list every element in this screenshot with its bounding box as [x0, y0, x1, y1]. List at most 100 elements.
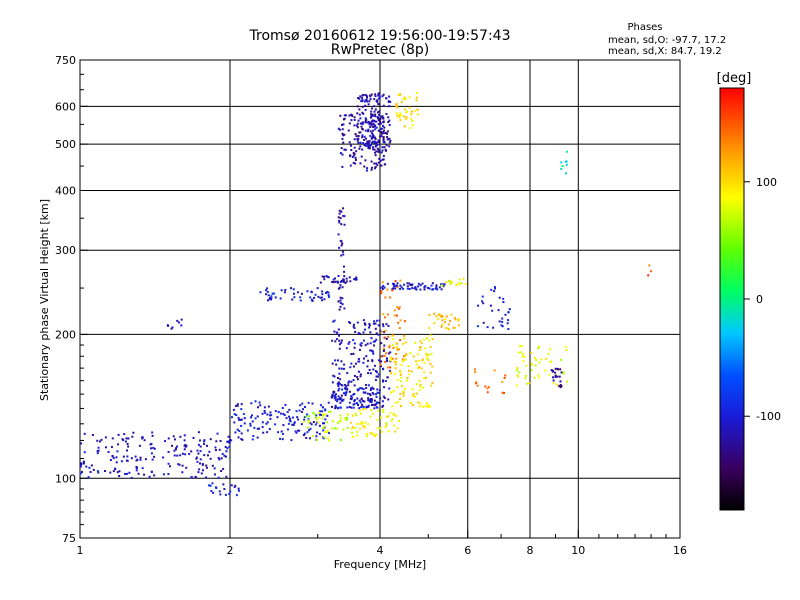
- data-point: [339, 284, 342, 287]
- data-point: [455, 284, 458, 287]
- data-point: [292, 292, 295, 295]
- data-point: [162, 473, 165, 476]
- data-point: [360, 412, 363, 415]
- data-point: [135, 466, 138, 469]
- data-point: [381, 288, 384, 291]
- data-point: [402, 394, 405, 397]
- data-point: [361, 136, 364, 139]
- data-point: [381, 149, 384, 152]
- data-point: [386, 282, 389, 285]
- data-point: [345, 385, 348, 388]
- data-point: [343, 363, 346, 366]
- data-point: [259, 404, 262, 407]
- data-point: [266, 290, 269, 293]
- data-point: [308, 437, 311, 440]
- data-point: [268, 296, 271, 299]
- data-point: [374, 113, 377, 116]
- data-point: [330, 427, 333, 430]
- data-point: [406, 110, 409, 113]
- data-point: [277, 410, 280, 413]
- data-point: [374, 370, 377, 373]
- data-point: [390, 371, 393, 374]
- data-point: [360, 155, 363, 158]
- data-point: [295, 431, 298, 434]
- data-point: [344, 417, 347, 420]
- data-point: [311, 402, 314, 405]
- data-point: [251, 414, 254, 417]
- data-point: [358, 113, 361, 116]
- data-point: [350, 395, 353, 398]
- data-point: [380, 330, 383, 333]
- data-point: [369, 125, 372, 128]
- data-point: [398, 116, 401, 119]
- data-point: [134, 455, 137, 458]
- data-point: [364, 137, 367, 140]
- data-point: [380, 360, 383, 363]
- data-point: [345, 391, 348, 394]
- data-point: [356, 321, 359, 324]
- y-axis-label: Stationary phase Virtual Height [km]: [38, 199, 51, 401]
- data-point: [430, 284, 433, 287]
- data-point: [294, 430, 297, 433]
- y-tick-label: 500: [55, 138, 76, 151]
- data-point: [173, 449, 176, 452]
- data-point: [419, 346, 422, 349]
- data-point: [358, 97, 361, 100]
- data-point: [391, 289, 394, 292]
- data-point: [525, 364, 528, 367]
- data-point: [462, 277, 465, 280]
- data-point: [383, 146, 386, 149]
- data-point: [321, 414, 324, 417]
- data-point: [170, 444, 173, 447]
- data-point: [321, 410, 324, 413]
- data-point: [305, 415, 308, 418]
- data-point: [337, 287, 340, 290]
- data-point: [337, 381, 340, 384]
- data-point: [117, 433, 120, 436]
- data-point: [522, 353, 525, 356]
- data-point: [195, 476, 198, 479]
- data-point: [289, 417, 292, 420]
- data-point: [350, 396, 353, 399]
- data-point: [415, 288, 418, 291]
- data-point: [328, 410, 331, 413]
- data-point: [547, 352, 550, 355]
- data-point: [374, 166, 377, 169]
- data-point: [399, 405, 402, 408]
- data-point: [300, 292, 303, 295]
- data-point: [360, 344, 363, 347]
- data-point: [319, 410, 322, 413]
- data-point: [264, 411, 267, 414]
- data-point: [207, 484, 210, 487]
- data-point: [451, 281, 454, 284]
- data-point: [348, 401, 351, 404]
- data-point: [334, 277, 337, 280]
- data-point: [385, 359, 388, 362]
- data-point: [361, 100, 364, 103]
- data-point: [118, 470, 121, 473]
- data-point: [417, 285, 420, 288]
- data-point: [393, 360, 396, 363]
- data-point: [364, 408, 367, 411]
- data-point: [184, 444, 187, 447]
- data-point: [399, 373, 402, 376]
- data-point: [373, 407, 376, 410]
- data-point: [198, 468, 201, 471]
- data-point: [235, 494, 238, 497]
- data-point: [367, 130, 370, 133]
- data-point: [88, 466, 91, 469]
- data-point: [341, 242, 344, 245]
- data-point: [343, 133, 346, 136]
- data-point: [421, 359, 424, 362]
- data-point: [377, 324, 380, 327]
- data-point: [343, 215, 346, 218]
- data-point: [213, 473, 216, 476]
- data-point: [369, 349, 372, 352]
- data-point: [566, 380, 569, 383]
- data-point: [306, 426, 309, 429]
- data-point: [339, 401, 342, 404]
- data-point: [405, 111, 408, 114]
- data-point: [380, 151, 383, 154]
- data-point: [377, 401, 380, 404]
- data-point: [237, 487, 240, 490]
